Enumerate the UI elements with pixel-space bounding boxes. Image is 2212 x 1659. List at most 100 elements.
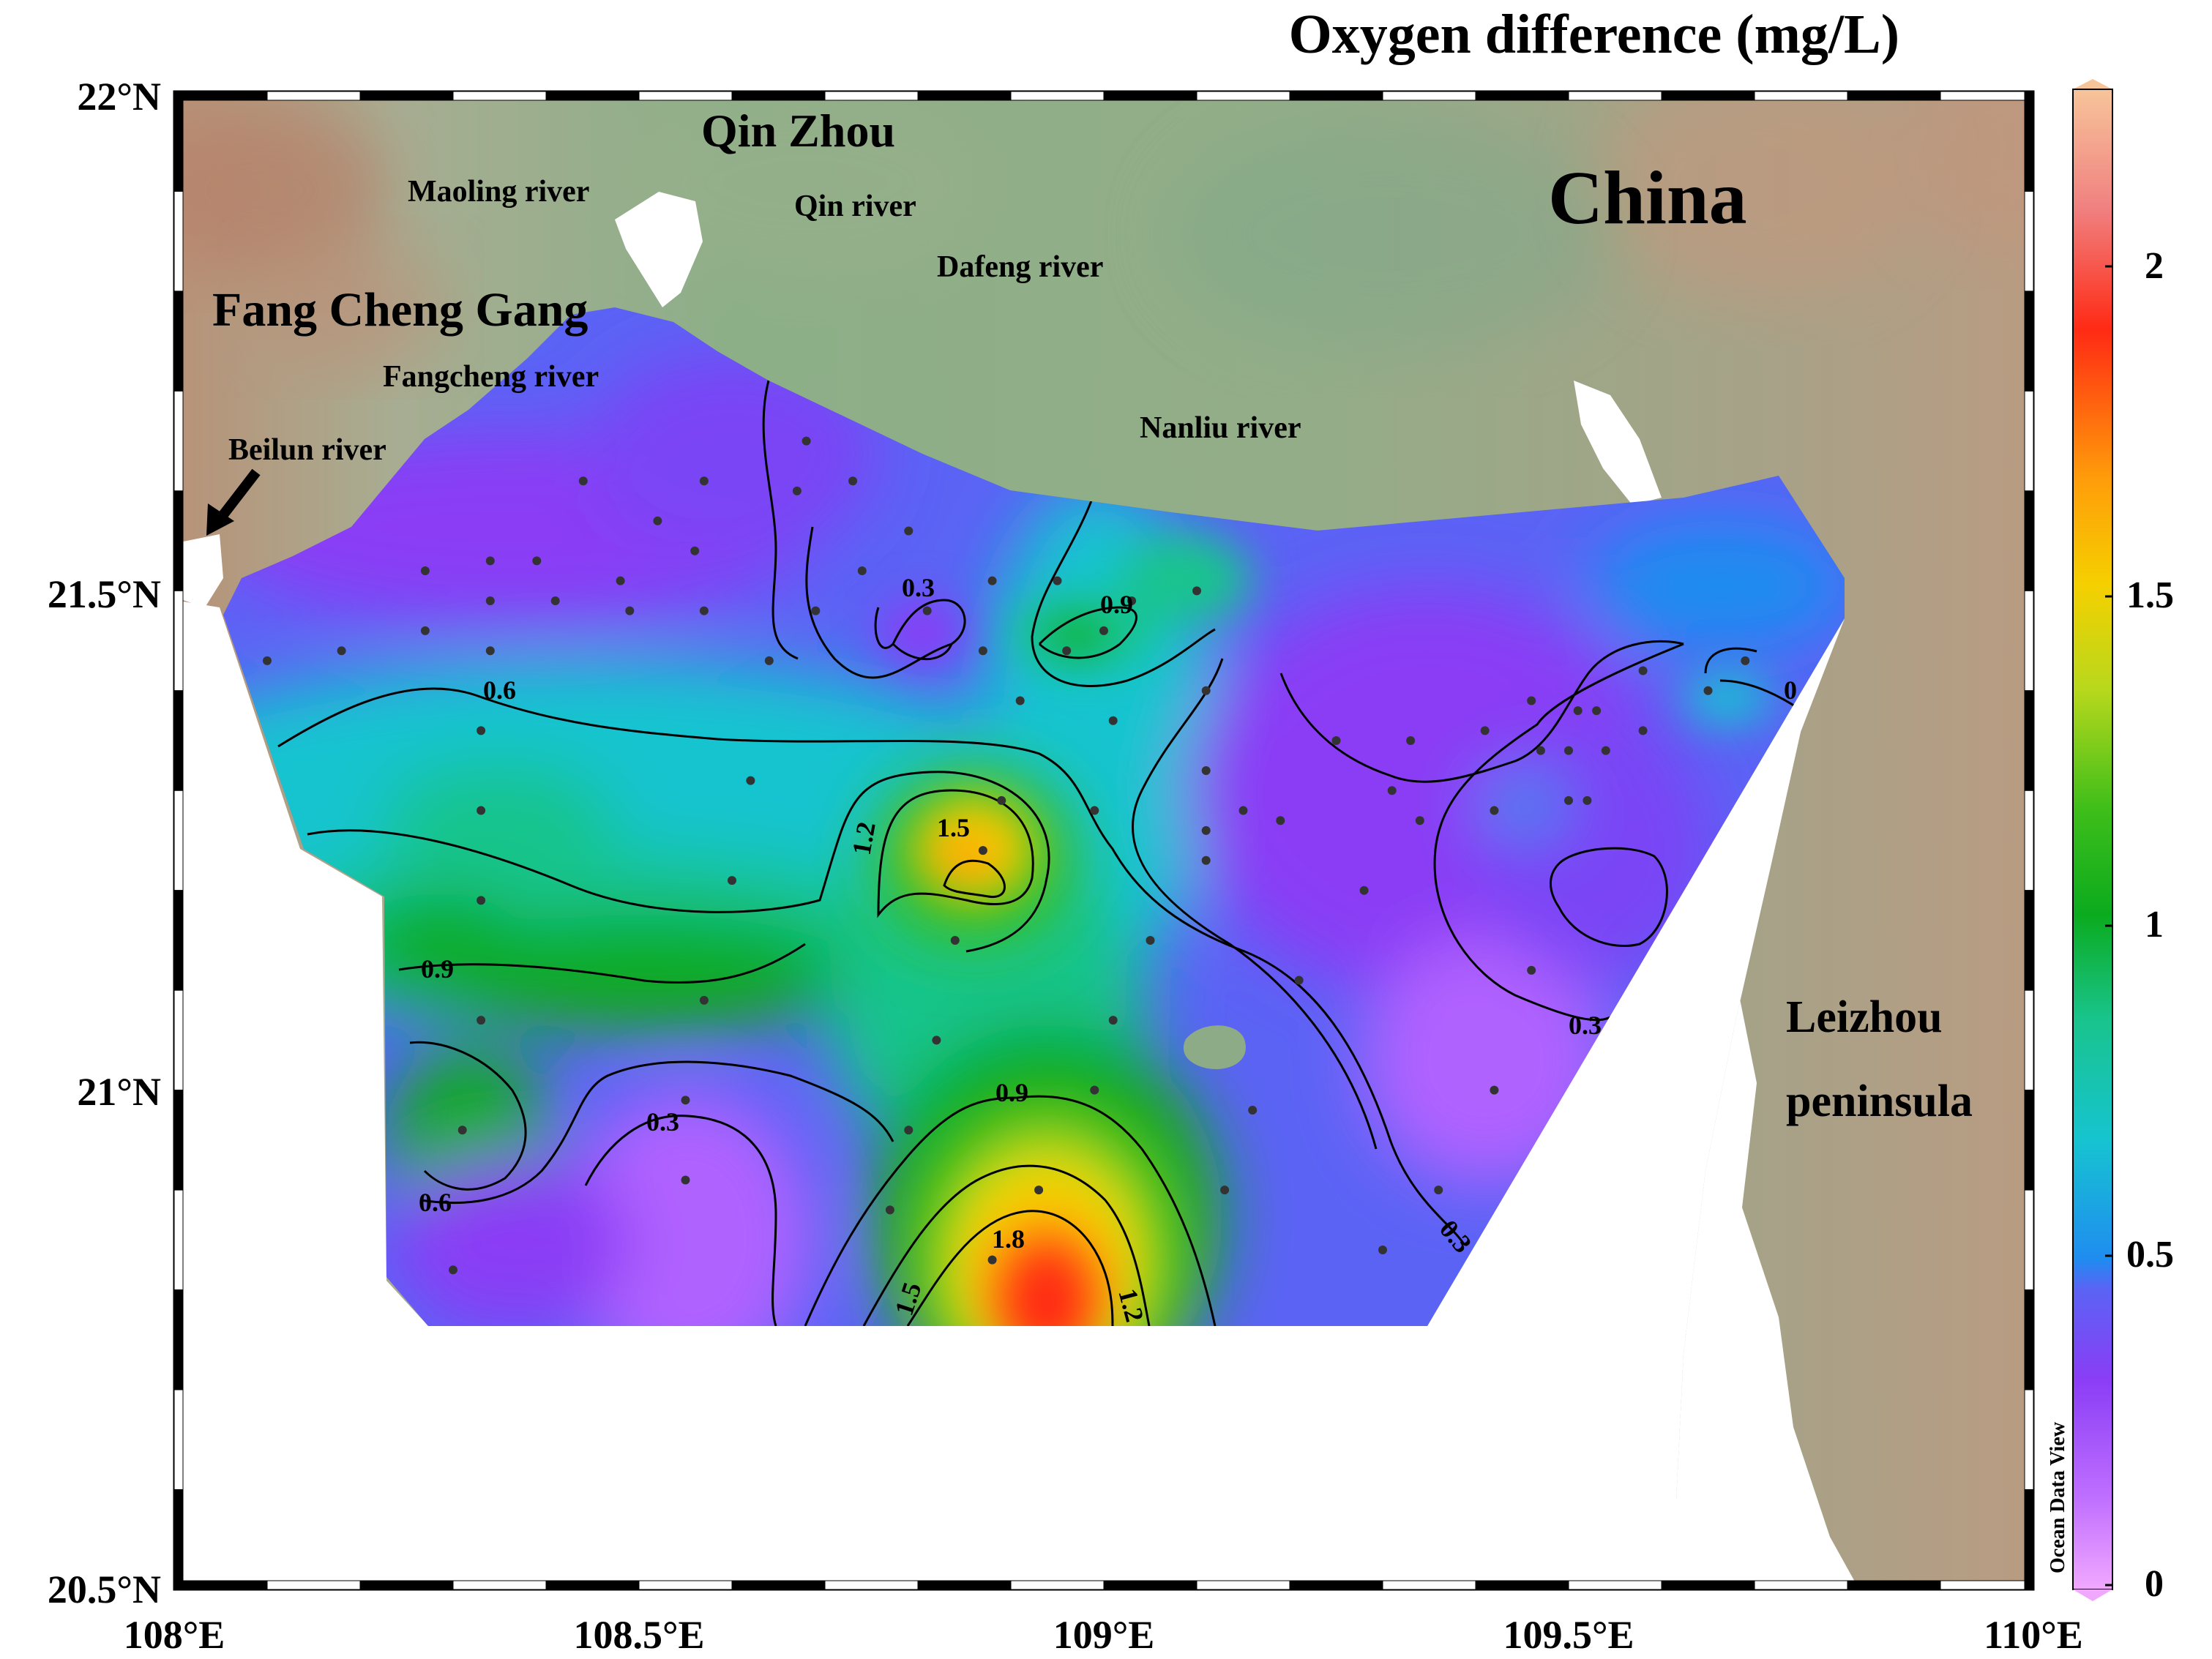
lon-tick-label: 109.5°E — [1503, 1613, 1634, 1657]
contour-label: 0.3 — [646, 1107, 679, 1136]
station-dot — [1480, 726, 1490, 735]
frame-tick — [173, 1580, 268, 1590]
station-dot — [1490, 1085, 1499, 1095]
frame-tick — [2024, 790, 2034, 891]
place-label-china: China — [1548, 156, 1747, 240]
frame-tick — [266, 91, 361, 101]
frame-tick — [173, 490, 184, 591]
station-dot — [477, 806, 486, 815]
frame-tick — [173, 590, 184, 692]
station-dot — [1146, 935, 1155, 945]
station-dot — [1015, 696, 1025, 705]
contour-label: 0.3 — [1569, 1011, 1602, 1040]
frame-tick — [2024, 490, 2034, 591]
station-dot — [1564, 795, 1573, 805]
frame-tick — [173, 989, 184, 1091]
frame-tick — [1754, 1580, 1848, 1590]
colorbar-tick-label: 2 — [2145, 245, 2164, 287]
contour-label: 0.6 — [483, 675, 516, 705]
colorbar-tick-label: 0.5 — [2126, 1234, 2174, 1276]
frame-tick — [2024, 1489, 2034, 1590]
frame-tick — [2024, 190, 2034, 292]
place-label-dafeng-river: Dafeng river — [937, 250, 1103, 284]
station-dot — [1294, 975, 1304, 985]
station-dot — [1564, 746, 1573, 755]
station-dot — [420, 626, 430, 635]
station-dot — [1276, 816, 1285, 825]
frame-tick — [173, 790, 184, 891]
station-dot — [1090, 806, 1099, 815]
station-dot — [1638, 726, 1648, 735]
station-dot — [1099, 626, 1108, 635]
station-dot — [625, 606, 635, 615]
station-dot — [1127, 596, 1137, 605]
map-title: Oxygen difference (mg/L) — [1289, 4, 1899, 65]
colorbar: 2 1.5 1 0.5 0 — [2072, 79, 2174, 1605]
station-dot — [485, 596, 495, 605]
station-dot — [904, 526, 913, 536]
frame-tick — [1568, 91, 1662, 101]
frame-tick — [545, 91, 640, 101]
frame-tick — [638, 1580, 733, 1590]
contour-label: 0.9 — [421, 954, 454, 984]
station-dot — [997, 795, 1006, 805]
place-label-qin-river: Qin river — [794, 190, 916, 223]
frame-tick — [824, 91, 919, 101]
frame-tick — [731, 1580, 826, 1590]
tieshan-bay — [1574, 381, 1662, 505]
station-dot — [746, 776, 755, 785]
station-dot — [922, 606, 932, 615]
frame-tick — [917, 91, 1012, 101]
station-dot — [477, 1016, 486, 1025]
frame-tick — [1382, 1580, 1476, 1590]
station-dot — [904, 1126, 913, 1135]
map-frame — [173, 90, 2035, 1591]
station-dot — [420, 566, 430, 576]
station-dot — [1527, 696, 1536, 705]
station-dot — [811, 606, 821, 615]
station-dot — [1201, 686, 1211, 695]
station-dot — [848, 476, 858, 486]
frame-tick — [173, 91, 184, 192]
lon-tick-label: 108.5°E — [573, 1613, 704, 1657]
station-dot — [792, 486, 802, 495]
frame-tick — [1847, 1580, 1941, 1590]
frame-tick — [266, 1580, 361, 1590]
station-dot — [449, 1265, 457, 1275]
station-dot — [457, 1126, 467, 1135]
station-dot — [1108, 1016, 1118, 1025]
station-dot — [616, 576, 625, 585]
station-dot — [728, 876, 736, 885]
frame-tick — [2024, 1289, 2034, 1390]
frame-tick — [1289, 1580, 1383, 1590]
station-dot — [1638, 666, 1648, 675]
station-dot — [1331, 736, 1341, 746]
station-dot — [857, 566, 867, 576]
lon-tick-label: 109°E — [1053, 1613, 1155, 1657]
land-area — [174, 91, 2033, 1589]
place-label-fangcheng-river: Fangcheng river — [383, 360, 599, 394]
frame-tick — [638, 91, 733, 101]
station-dot — [932, 1036, 941, 1045]
station-dot — [263, 656, 272, 665]
station-dot — [1583, 795, 1592, 805]
beilun-arrow-icon — [206, 468, 261, 536]
station-markers — [263, 436, 1750, 1275]
station-dot — [1415, 816, 1424, 825]
frame-tick — [1475, 91, 1569, 101]
station-dot — [987, 1255, 997, 1265]
station-dot — [485, 646, 495, 656]
frame-tick — [173, 91, 268, 101]
station-dot — [1248, 1105, 1258, 1115]
station-dot — [1387, 786, 1397, 795]
axis-labels: 22°N 21.5°N 21°N 20.5°N 108°E 108.5°E 10… — [48, 75, 2083, 1657]
frame-tick — [2024, 91, 2034, 192]
frame-tick — [2024, 890, 2034, 991]
station-dot — [477, 896, 486, 905]
frame-tick — [2024, 989, 2034, 1091]
place-label-peninsula: peninsula — [1786, 1076, 1973, 1126]
contour-lines — [277, 380, 1801, 1326]
contour-label: 0.9 — [995, 1078, 1028, 1107]
frame-tick — [173, 1489, 184, 1590]
